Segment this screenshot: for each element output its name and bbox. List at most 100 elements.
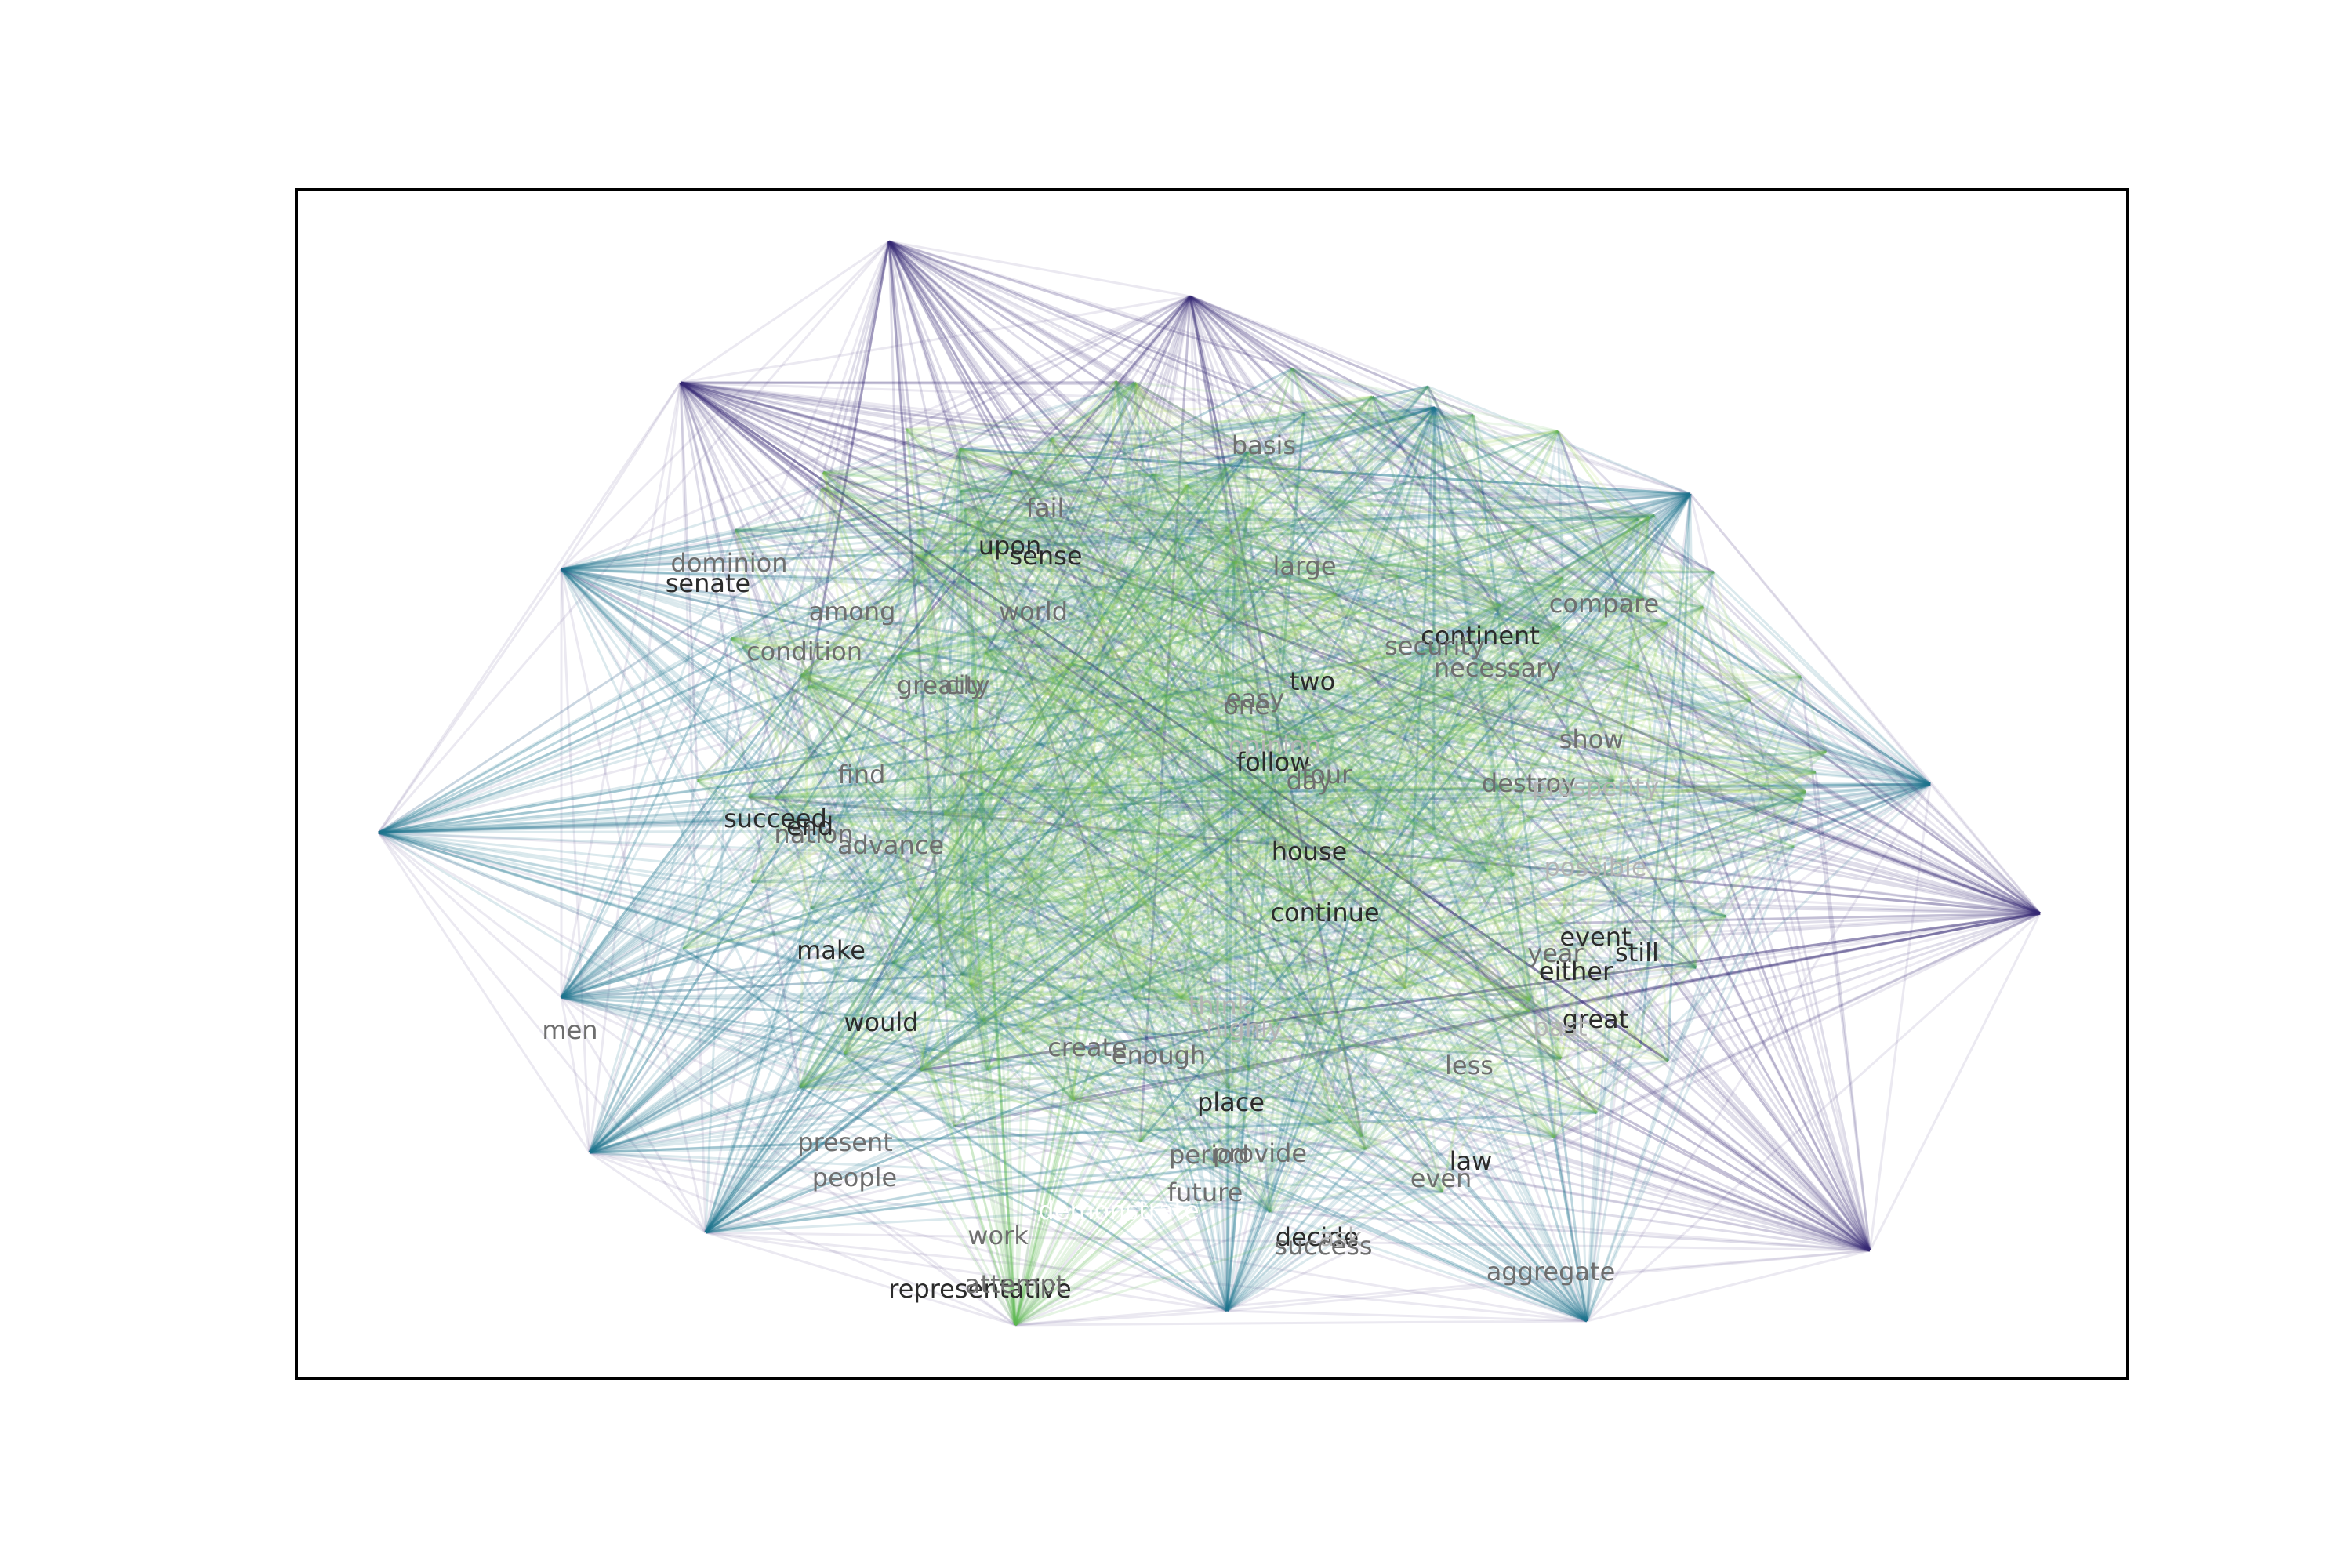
- graph-edge: [896, 529, 921, 658]
- graph-edge: [589, 1086, 800, 1154]
- graph-edge: [561, 568, 1100, 794]
- graph-edge: [1013, 470, 1871, 1252]
- node-label: work: [967, 1221, 1029, 1250]
- graph-edge: [994, 467, 1227, 785]
- graph-edge: [1585, 676, 1802, 1322]
- graph-edge: [561, 568, 1931, 786]
- graph-edge: [1186, 484, 1669, 1062]
- graph-edge: [971, 882, 1230, 1090]
- graph-edge: [1014, 413, 1305, 1326]
- graph-edge: [1181, 996, 1642, 1049]
- graph-edge: [704, 859, 1052, 1234]
- node-label: senate: [666, 568, 750, 598]
- graph-edge: [378, 735, 1334, 834]
- graph-edge: [561, 385, 1428, 571]
- graph-edge: [1259, 791, 1514, 876]
- graph-edge: [1014, 668, 1054, 1326]
- graph-edge: [1303, 739, 1407, 989]
- graph-edge: [378, 448, 961, 834]
- graph-edge: [972, 720, 1213, 852]
- graph-edge: [920, 396, 1374, 1071]
- graph-edge: [1152, 474, 1235, 800]
- graph-edge: [1014, 593, 1337, 1326]
- graph-edge: [1148, 509, 1669, 1062]
- graph-edge: [986, 1069, 1271, 1214]
- graph-edge: [1432, 647, 1871, 1251]
- graph-edge: [1177, 537, 1643, 599]
- graph-edge: [1176, 538, 1306, 740]
- graph-edge: [982, 571, 1715, 1022]
- graph-edge: [1329, 805, 1521, 1123]
- graph-edge: [735, 528, 1178, 540]
- graph-edge: [704, 638, 733, 1233]
- graph-edge: [1305, 594, 1337, 775]
- graph-edge: [561, 526, 1229, 571]
- graph-edge: [915, 492, 1691, 557]
- graph-edge: [985, 651, 1435, 830]
- graph-edge: [887, 241, 1229, 1312]
- graph-edge: [1528, 622, 1668, 1012]
- graph-edge: [959, 448, 1305, 741]
- graph-edge: [1134, 383, 1227, 470]
- graph-edge: [1164, 571, 1715, 697]
- graph-edge: [561, 525, 1534, 999]
- graph-edge: [705, 1134, 1363, 1234]
- graph-edge: [920, 597, 1644, 1072]
- graph-edge: [961, 973, 1135, 1000]
- graph-edge: [561, 986, 1406, 999]
- node-label: day: [1287, 766, 1333, 796]
- graph-edge: [1397, 571, 1714, 577]
- graph-edge: [888, 240, 1248, 454]
- graph-edge: [1371, 396, 1562, 628]
- graph-edge: [982, 812, 1265, 1022]
- graph-edge: [705, 576, 1563, 1234]
- axes-frame: [295, 188, 2129, 1380]
- graph-edge: [937, 921, 1367, 1150]
- graph-edge: [1572, 688, 1615, 782]
- graph-edge: [1334, 593, 1515, 876]
- graph-edge: [971, 509, 1150, 851]
- graph-edge: [906, 428, 1097, 595]
- graph-edge: [1225, 561, 1236, 1312]
- graph-edge: [960, 774, 996, 785]
- graph-edge: [682, 947, 956, 1127]
- graph-edge: [959, 448, 1804, 801]
- graph-edge: [906, 428, 1336, 596]
- graph-edge: [1486, 798, 1804, 873]
- graph-edge: [751, 880, 1367, 1150]
- graph-edge: [887, 241, 985, 1021]
- graph-edge: [1050, 859, 1183, 999]
- graph-edge: [1013, 470, 1639, 667]
- graph-edge: [589, 1151, 1588, 1323]
- graph-edge: [802, 380, 1117, 675]
- graph-edge: [742, 604, 1501, 649]
- graph-edge: [1364, 1057, 1562, 1150]
- graph-edge: [808, 621, 1667, 688]
- graph-edge: [972, 782, 1931, 852]
- graph-edge: [1014, 695, 1167, 1326]
- graph-edge: [959, 491, 1017, 1326]
- graph-edge: [378, 831, 946, 1008]
- graph-edge: [561, 514, 1655, 999]
- graph-edge: [1180, 647, 1434, 999]
- graph-edge: [1051, 597, 1644, 862]
- graph-edge: [798, 521, 979, 1088]
- graph-edge: [1176, 538, 1311, 893]
- node-label: either: [1539, 956, 1613, 986]
- graph-edge: [888, 240, 1561, 629]
- graph-edge: [808, 685, 1212, 723]
- graph-edge: [964, 508, 2041, 915]
- graph-edge: [378, 797, 776, 834]
- node-label: aggregate: [1486, 1257, 1616, 1287]
- graph-edge: [1472, 414, 1615, 782]
- graph-edge: [1098, 626, 1561, 794]
- graph-edge: [1229, 966, 1697, 1090]
- graph-edge: [937, 786, 1381, 924]
- graph-edge: [1404, 987, 1588, 1322]
- graph-edge: [994, 538, 1178, 785]
- graph-edge: [1329, 493, 1692, 1112]
- graph-edge: [936, 593, 1097, 924]
- graph-edge: [1405, 915, 1726, 989]
- graph-edge: [1233, 561, 1643, 599]
- graph-edge: [1334, 593, 2041, 915]
